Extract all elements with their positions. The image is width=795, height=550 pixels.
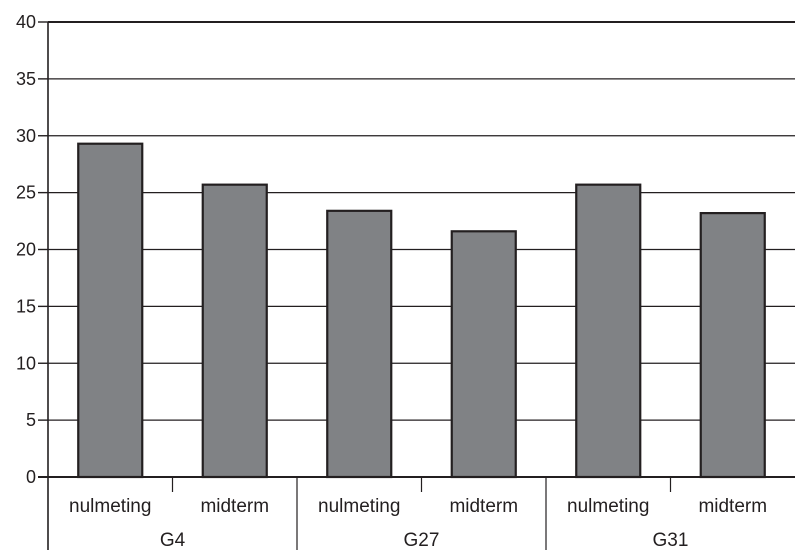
y-tick-label: 35 — [16, 69, 36, 89]
bar-g31-nulmeting — [575, 183, 642, 479]
y-tick-label: 40 — [16, 12, 36, 32]
y-tick-label: 25 — [16, 183, 36, 203]
x-category-label: midterm — [698, 496, 767, 517]
x-group-label: G31 — [653, 530, 689, 550]
x-group-label: G4 — [160, 530, 186, 550]
y-tick-label: 0 — [26, 467, 36, 487]
x-category-label: nulmeting — [567, 496, 649, 517]
bar-g4-nulmeting — [77, 142, 144, 479]
x-category-label: midterm — [449, 496, 518, 517]
grid-lines — [48, 21, 795, 421]
y-tick-label: 10 — [16, 353, 36, 373]
bars — [77, 142, 766, 479]
x-group-label: G27 — [404, 530, 440, 550]
x-category-label: midterm — [200, 496, 269, 517]
y-tick-label: 30 — [16, 126, 36, 146]
bar-g27-nulmeting — [326, 209, 393, 479]
y-tick-label: 5 — [26, 410, 36, 430]
bar-g31-midterm — [699, 212, 766, 479]
x-category-label: nulmeting — [69, 496, 151, 517]
y-tick-label: 15 — [16, 296, 36, 316]
x-category-label: nulmeting — [318, 496, 400, 517]
bar-g4-midterm — [201, 183, 268, 479]
labels: 0 5 10 15 20 25 30 35 40 nulmeting midterm G4 nulmet… — [16, 12, 767, 550]
bar-g27-midterm — [450, 230, 517, 479]
axes — [38, 21, 795, 550]
y-tick-label: 20 — [16, 240, 36, 260]
